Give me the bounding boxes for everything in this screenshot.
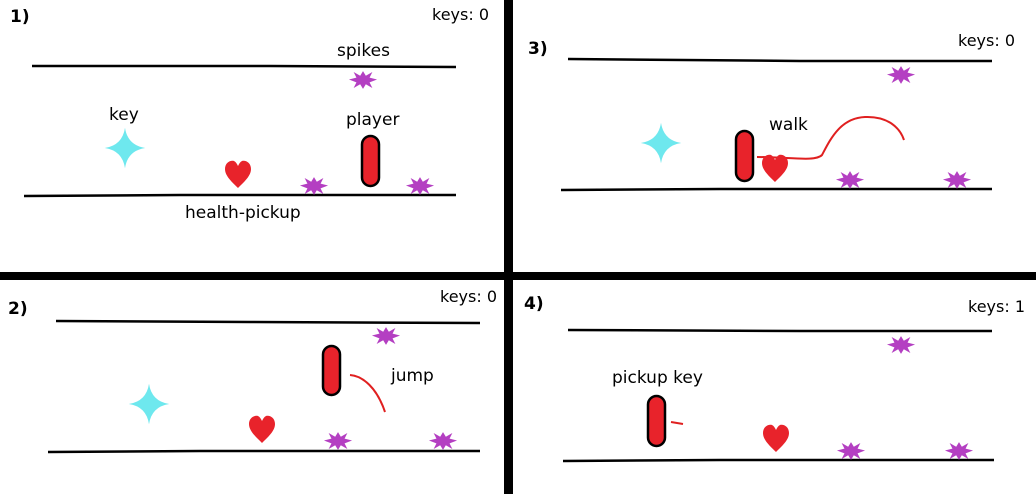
ceiling-line: [567, 328, 992, 333]
divider-horizontal: [0, 272, 1036, 280]
keys-counter: keys: 1: [968, 297, 1025, 316]
spike-icon: [371, 327, 401, 345]
panel-number: 3): [528, 39, 548, 59]
player-capsule-icon: [360, 134, 381, 188]
spike-icon: [942, 171, 972, 189]
motion-line: [349, 374, 386, 413]
floor-line: [23, 193, 456, 198]
spike-icon: [944, 442, 974, 460]
action-label: jump: [390, 366, 434, 386]
spike-icon: [299, 177, 329, 195]
panel-1: 1) keys: 0 spikes key player health-pick…: [10, 5, 489, 223]
action-label: walk: [769, 115, 808, 135]
keys-counter: keys: 0: [432, 5, 489, 24]
key-star-icon: [640, 122, 682, 164]
ceiling-line: [55, 319, 481, 325]
motion-line: [756, 115, 905, 160]
player-capsule-icon: [646, 394, 667, 448]
key-star-icon: [128, 383, 170, 425]
panel-number: 2): [8, 299, 28, 319]
motion-line: [670, 421, 684, 425]
floor-line: [47, 449, 480, 454]
panel-2: 2) keys: 0 jump: [8, 287, 497, 454]
spike-icon: [835, 171, 865, 189]
panel-4: 4) keys: 1 pickup key: [524, 294, 1025, 463]
ceiling-line: [567, 57, 992, 63]
panel-number: 1): [10, 7, 30, 27]
keys-counter: keys: 0: [958, 31, 1015, 50]
spike-icon: [886, 66, 916, 84]
heart-icon: [762, 154, 788, 182]
panel-3: 3) keys: 0 walk: [528, 31, 1015, 192]
ceiling-line: [32, 64, 457, 69]
label-spikes: spikes: [337, 41, 390, 61]
spike-icon: [348, 71, 378, 89]
spike-icon: [323, 432, 353, 450]
panel-number: 4): [524, 294, 544, 314]
divider-vertical: [504, 0, 513, 494]
spike-icon: [836, 442, 866, 460]
player-capsule-icon: [321, 344, 342, 397]
label-player: player: [346, 110, 399, 130]
heart-icon: [763, 424, 789, 452]
heart-icon: [225, 160, 251, 188]
floor-line: [560, 187, 992, 192]
heart-icon: [249, 415, 275, 443]
label-health-pickup: health-pickup: [185, 203, 301, 223]
spike-icon: [428, 432, 458, 450]
label-key: key: [109, 105, 139, 125]
key-star-icon: [104, 127, 146, 169]
floor-line: [562, 458, 994, 463]
spike-icon: [886, 336, 916, 354]
spike-icon: [405, 177, 435, 195]
keys-counter: keys: 0: [440, 287, 497, 306]
action-label: pickup key: [612, 368, 703, 388]
player-capsule-icon: [734, 129, 755, 183]
